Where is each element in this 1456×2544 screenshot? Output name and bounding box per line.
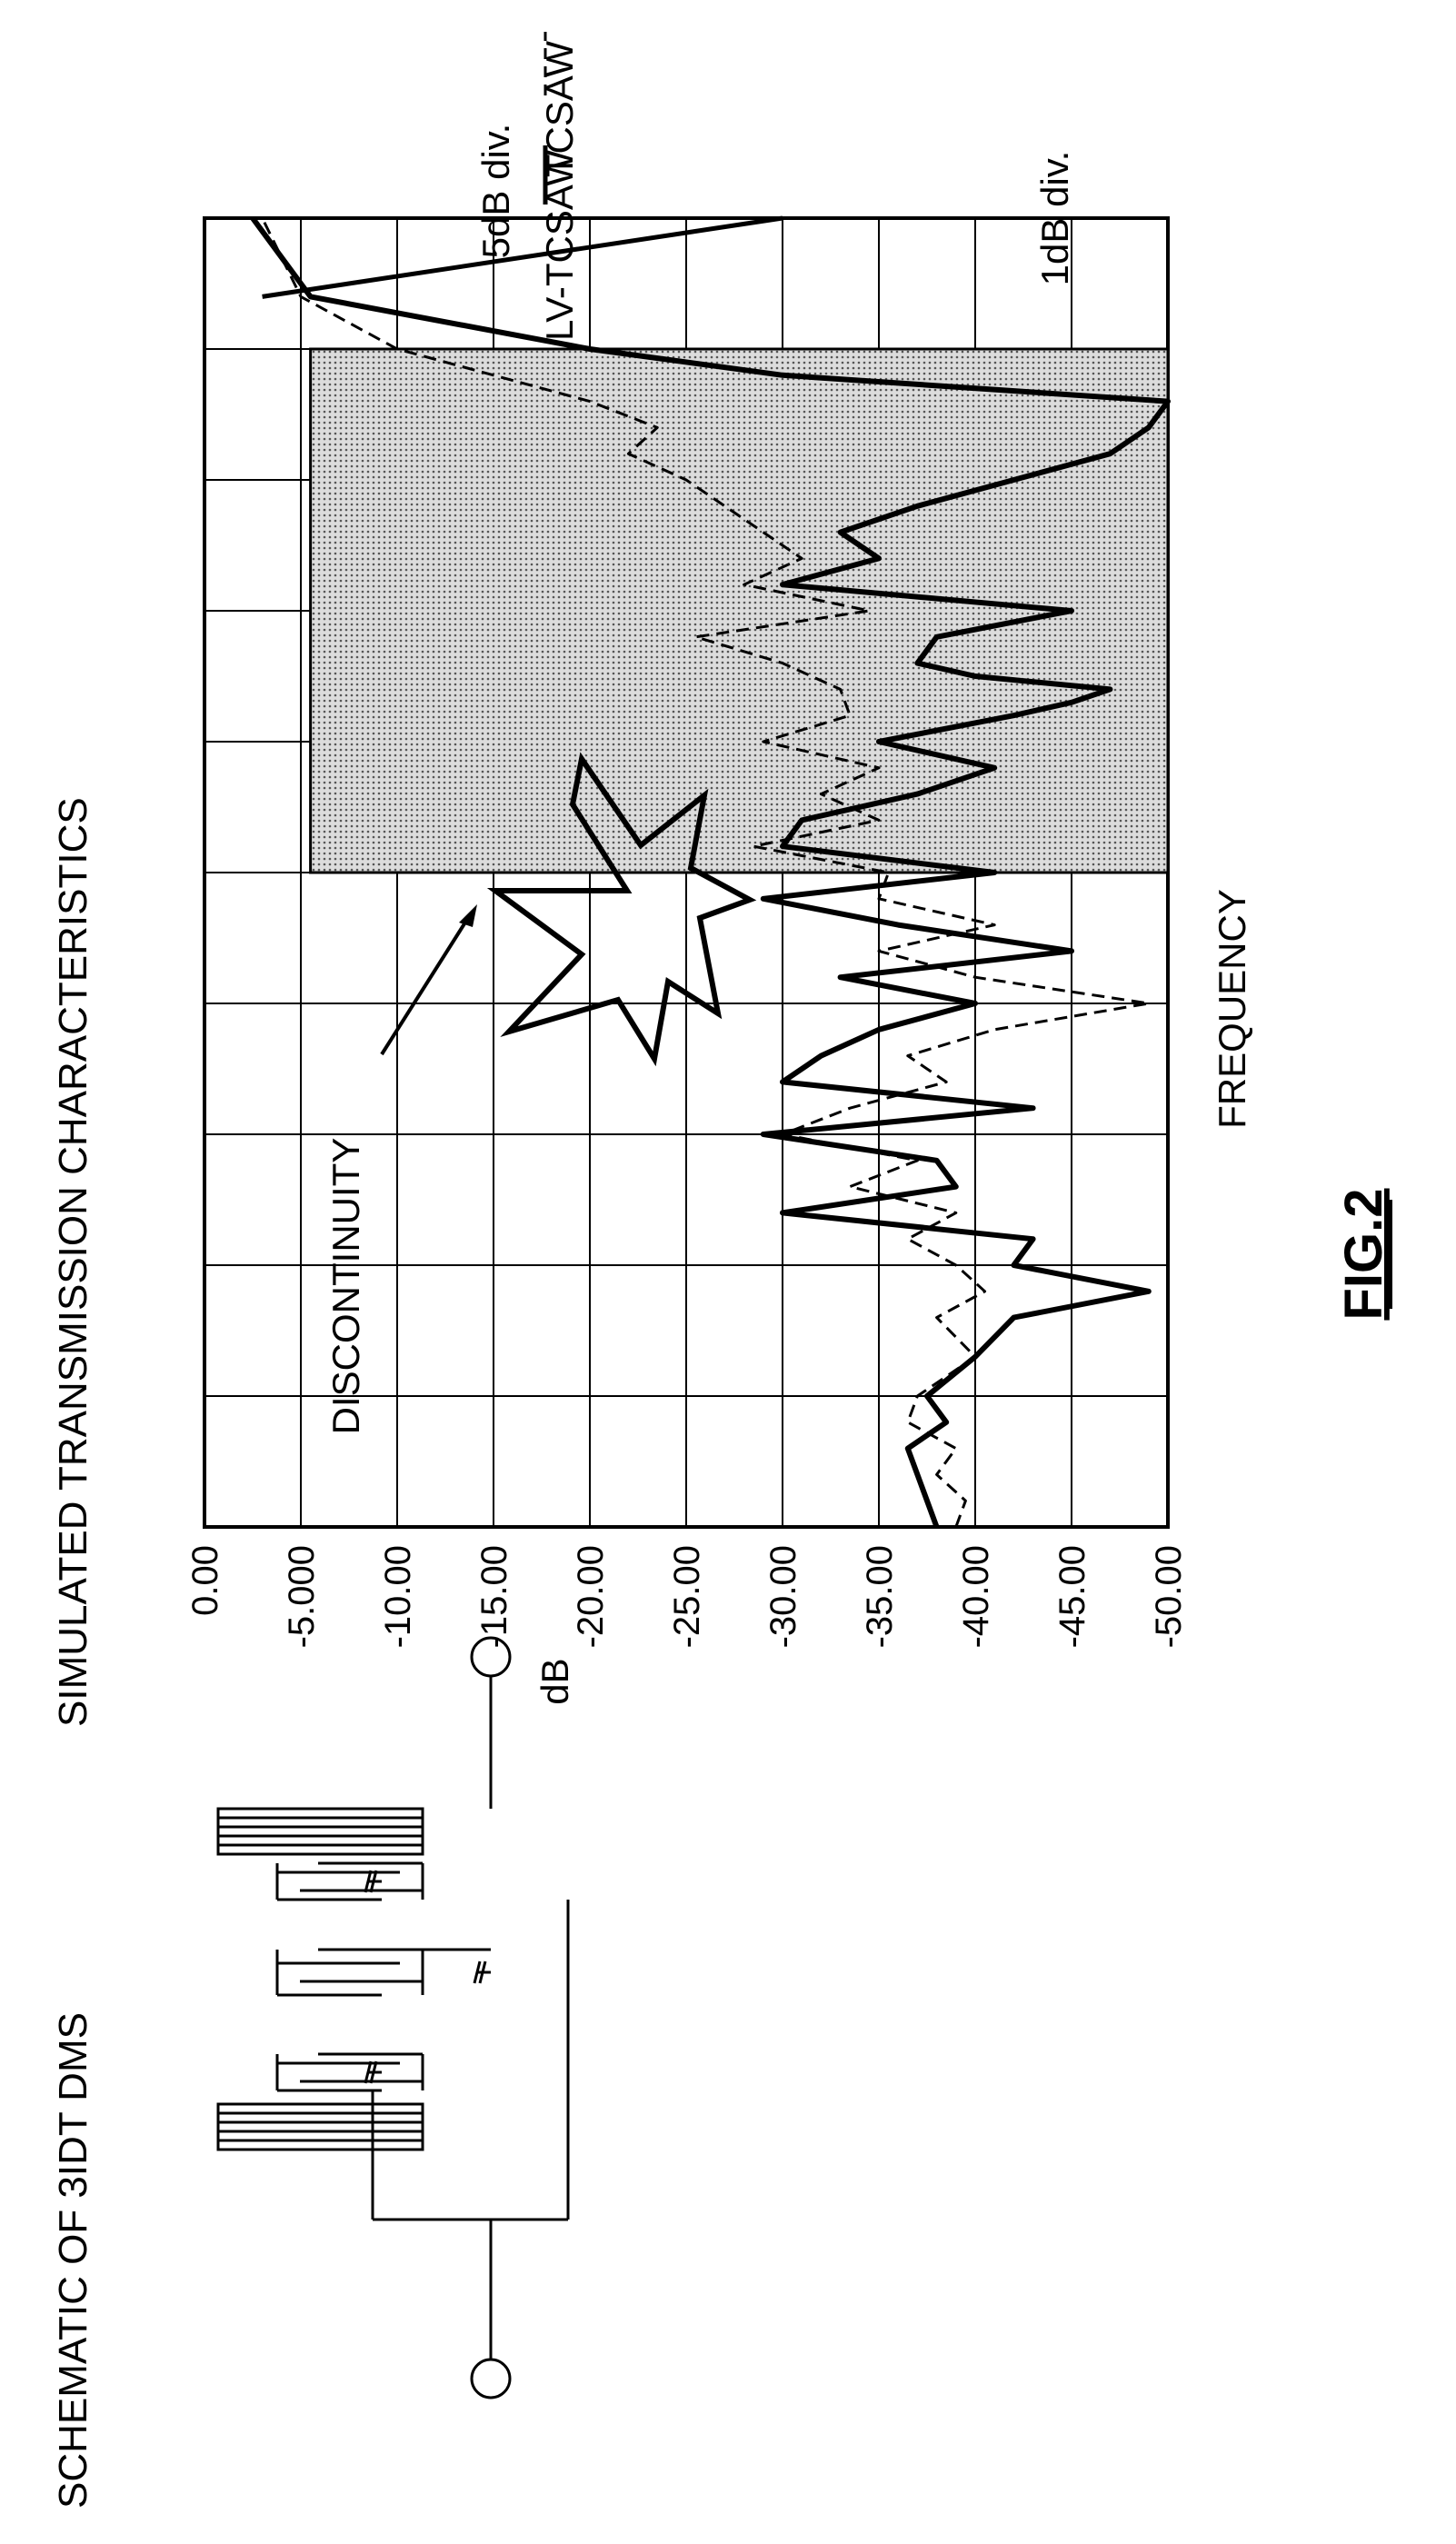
y-tick-label: -10.00 bbox=[378, 1545, 418, 1648]
y-tick-label: 0.00 bbox=[185, 1545, 225, 1616]
plot-area bbox=[203, 215, 1171, 1529]
left-reflector bbox=[216, 2102, 424, 2151]
y-tick-label: -45.00 bbox=[1052, 1545, 1092, 1648]
y-tick-label: -25.00 bbox=[667, 1545, 707, 1648]
x-axis-label: FREQUENCY bbox=[1211, 889, 1253, 1129]
y-tick-label: -30.00 bbox=[763, 1545, 803, 1648]
schematic-drawing bbox=[216, 1636, 570, 2399]
idt-3 bbox=[275, 1861, 570, 2150]
discontinuity-label: DISCONTINUITY bbox=[324, 1138, 367, 1435]
y-tick-label: -35.00 bbox=[860, 1545, 900, 1648]
legend-item-lv-tcsaw: LV-TCSAW bbox=[538, 145, 581, 341]
y-tick-label: -40.00 bbox=[956, 1545, 996, 1648]
rolloff-line-5db bbox=[262, 215, 783, 299]
ground-icon bbox=[364, 2060, 382, 2084]
schematic: SCHEMATIC OF 3IDT DMS bbox=[51, 1636, 570, 2509]
series-line-lv-tcsaw bbox=[250, 216, 1171, 1529]
y-tick-label: -15.00 bbox=[474, 1545, 514, 1648]
discontinuity-arrow-icon bbox=[380, 904, 477, 1056]
schematic-title: SCHEMATIC OF 3IDT DMS bbox=[51, 2012, 95, 2509]
legend-label-lv-tcsaw: LV-TCSAW bbox=[538, 150, 581, 341]
passband-region bbox=[309, 347, 1170, 874]
input-terminal-icon bbox=[470, 2358, 512, 2399]
legend: TCSAW LV-TCSAW bbox=[538, 32, 581, 341]
right-reflector bbox=[216, 1807, 424, 1856]
ground-icon bbox=[473, 1960, 491, 1984]
y-tick-label: -50.00 bbox=[1149, 1545, 1189, 1648]
y-axis-ticks: 0.00 -5.000 -10.00 -15.00 -20.00 -25.00 -30.00… bbox=[185, 1545, 1189, 1648]
scale-5db-label: 5dB div. bbox=[474, 124, 517, 259]
y-tick-label: -5.000 bbox=[282, 1545, 322, 1648]
y-axis-label: dB bbox=[534, 1658, 576, 1704]
idt-2 bbox=[275, 1948, 491, 1997]
figure-label: FIG.2 bbox=[1334, 1188, 1393, 1320]
discontinuity-starburst-icon bbox=[486, 752, 757, 1067]
y-tick-label: -20.00 bbox=[571, 1545, 611, 1648]
idt-1 bbox=[275, 2052, 424, 2150]
ground-icon bbox=[364, 1870, 382, 1893]
series-line-tcsaw bbox=[261, 217, 1151, 1528]
chart-title: SIMULATED TRANSMISSION CHARACTERISTICS bbox=[51, 797, 95, 1727]
scale-1db-label: 1dB div. bbox=[1033, 151, 1076, 286]
